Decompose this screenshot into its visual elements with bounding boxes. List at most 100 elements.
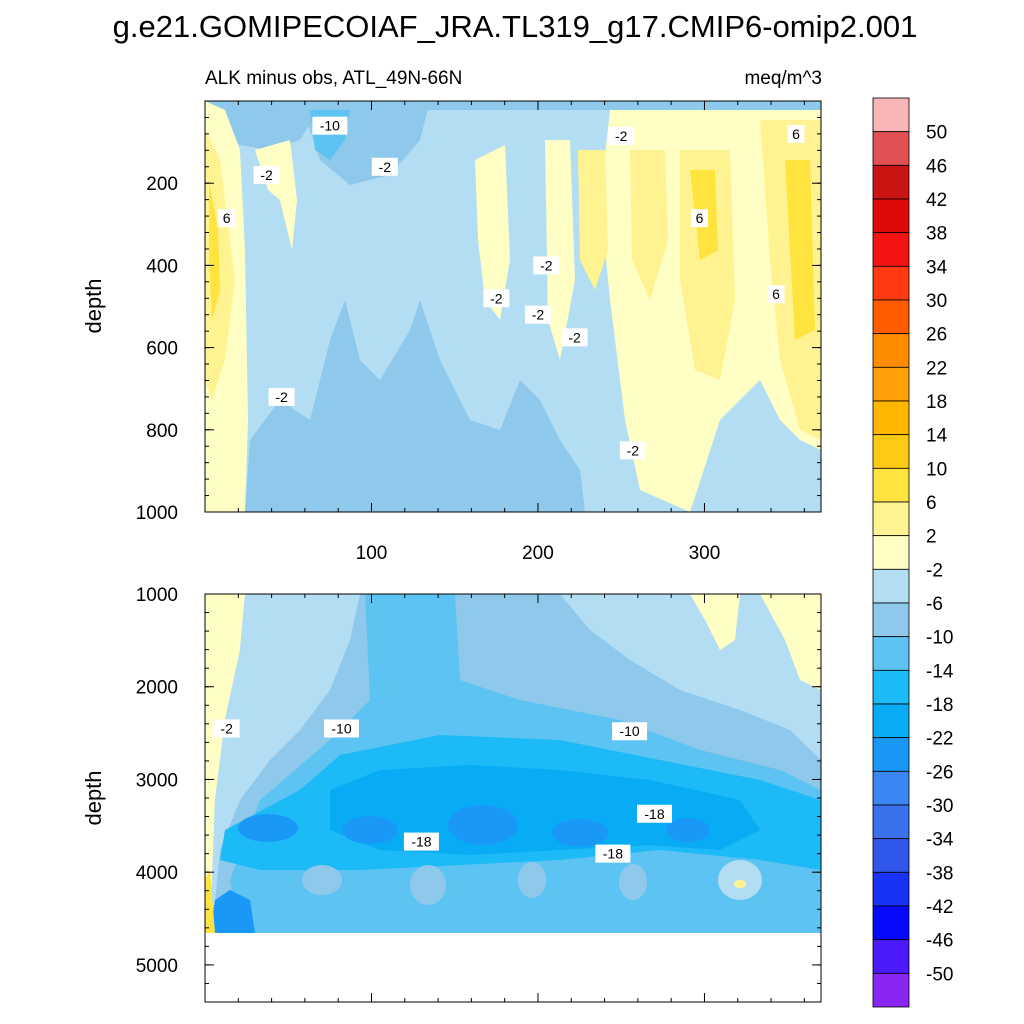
colorbar-label: -6 xyxy=(926,594,943,615)
contour-label: -2 xyxy=(627,442,640,458)
y-tick-label: 1000 xyxy=(136,503,178,524)
top-panel-title-left: ALK minus obs, ATL_49N-66N xyxy=(205,68,462,89)
colorbar-swatch xyxy=(872,669,910,705)
contour-label: -10 xyxy=(619,723,639,739)
contour-label: -18 xyxy=(644,806,664,822)
y-tick-label: 5000 xyxy=(136,956,178,977)
colorbar-label: -42 xyxy=(926,897,953,918)
colorbar-label: 42 xyxy=(926,190,947,211)
x-tick-label: 300 xyxy=(689,543,721,564)
bottom-deep-cell xyxy=(734,880,746,888)
colorbar-label: 50 xyxy=(926,123,947,144)
colorbar-label: -38 xyxy=(926,863,953,884)
contour-label-box xyxy=(608,126,635,145)
colorbar-swatch xyxy=(872,770,910,806)
y-tick-label: 800 xyxy=(146,421,178,442)
bottom-corner-positive xyxy=(205,870,215,933)
contour-label-box xyxy=(483,289,510,308)
y-tick-label: 600 xyxy=(146,339,178,360)
colorbar-label: -18 xyxy=(926,695,953,716)
contour-label: 6 xyxy=(223,210,231,226)
contour-label-box xyxy=(619,441,646,460)
contour-label: -2 xyxy=(490,290,503,306)
top-positive-region xyxy=(630,150,668,300)
bottom-core-cell xyxy=(342,816,398,844)
colorbar-label: -22 xyxy=(926,729,953,750)
top-panel-title-right: meq/m^3 xyxy=(744,68,822,89)
contour-label: -2 xyxy=(532,307,545,323)
colorbar-swatch xyxy=(872,501,910,537)
bottom-contour-labels: -2 -10 -10 -18 -18 -18 xyxy=(213,719,673,863)
top-surface-band xyxy=(205,101,821,110)
top-panel: ALK minus obs, ATL_49N-66N meq/m^3 -10 -2… xyxy=(81,68,822,564)
contour-label-box xyxy=(612,722,648,741)
y-tick-label: 400 xyxy=(146,256,178,277)
contour-label: -10 xyxy=(331,720,351,736)
bottom-deep-cell xyxy=(619,864,647,900)
contour-label-box xyxy=(561,328,588,347)
top-axis-ticks: 200 400 600 800 1000 100 200 300 xyxy=(136,100,821,564)
contour-label-box xyxy=(595,844,631,863)
contour-label-box xyxy=(312,116,348,135)
contour-label: 6 xyxy=(792,126,800,142)
colorbar-swatch xyxy=(872,131,910,166)
colorbar-swatch xyxy=(872,804,910,840)
top-ylabel: depth xyxy=(81,278,106,333)
x-tick-label: 100 xyxy=(356,543,388,564)
colorbar-swatch xyxy=(872,265,910,301)
colorbar-label: -10 xyxy=(926,628,953,649)
colorbar-label: 2 xyxy=(926,527,937,548)
contour-label-box xyxy=(787,124,805,143)
bottom-deep-cell xyxy=(302,865,342,895)
colorbar-swatch xyxy=(872,366,910,402)
colorbar-label: 22 xyxy=(926,358,947,379)
colorbar: 50 46 42 38 34 30 26 22 18 14 10 6 2 -2 -6 -10 -14 -18 -22… xyxy=(872,97,954,1008)
colorbar-swatch xyxy=(872,467,910,503)
top-plot-border xyxy=(204,100,822,513)
contour-label-box xyxy=(213,719,240,738)
contour-label: -2 xyxy=(275,389,288,405)
contour-label: -2 xyxy=(379,159,392,175)
colorbar-label: -14 xyxy=(926,661,954,682)
contour-label: 6 xyxy=(772,286,780,302)
bottom-positive-region xyxy=(690,594,740,650)
bottom-core-cell xyxy=(448,805,518,845)
colorbar-swatch xyxy=(872,232,910,267)
colorbar-swatch xyxy=(872,838,910,873)
top-positive-region xyxy=(578,150,608,290)
colorbar-label: 14 xyxy=(926,426,948,447)
bottom-ylabel: depth xyxy=(81,770,106,825)
bottom-positive-region xyxy=(760,594,821,690)
colorbar-label: -30 xyxy=(926,796,953,817)
colorbar-swatch xyxy=(872,164,910,200)
top-positive-region xyxy=(209,180,220,320)
y-tick-label: 4000 xyxy=(136,863,178,884)
top-contour-labels: -10 -2 -2 -2 6 6 6 6 -2 -2 -2 -2 -2 -2 xyxy=(218,116,805,460)
colorbar-swatch xyxy=(872,400,910,436)
top-deep-negative xyxy=(245,300,585,512)
top-positive-region xyxy=(475,145,510,320)
colorbar-swatch xyxy=(872,636,910,671)
contour-label-box xyxy=(767,285,785,304)
bottom-positive-edge xyxy=(205,594,245,933)
colorbar-swatch xyxy=(872,568,910,604)
colorbar-label: -26 xyxy=(926,762,953,783)
contour-label: -18 xyxy=(603,846,623,862)
colorbar-label: 10 xyxy=(926,459,947,480)
colorbar-swatch xyxy=(872,602,910,638)
y-tick-label: 3000 xyxy=(136,770,178,791)
top-positive-region xyxy=(545,140,575,360)
colorbar-label: 18 xyxy=(926,392,947,413)
contour-label-box xyxy=(324,719,360,738)
bottom-core-negative xyxy=(330,765,760,855)
bottom-core-cell xyxy=(666,818,710,842)
contour-label-box xyxy=(690,209,708,228)
y-tick-label: 200 xyxy=(146,174,178,195)
contour-label: -2 xyxy=(615,128,628,144)
contour-label: -2 xyxy=(540,257,553,273)
bottom-axis-ticks: 1000 2000 3000 4000 5000 xyxy=(136,585,821,1003)
contour-label: 6 xyxy=(696,210,704,226)
contour-label-box xyxy=(268,387,295,406)
colorbar-label: 30 xyxy=(926,291,947,312)
